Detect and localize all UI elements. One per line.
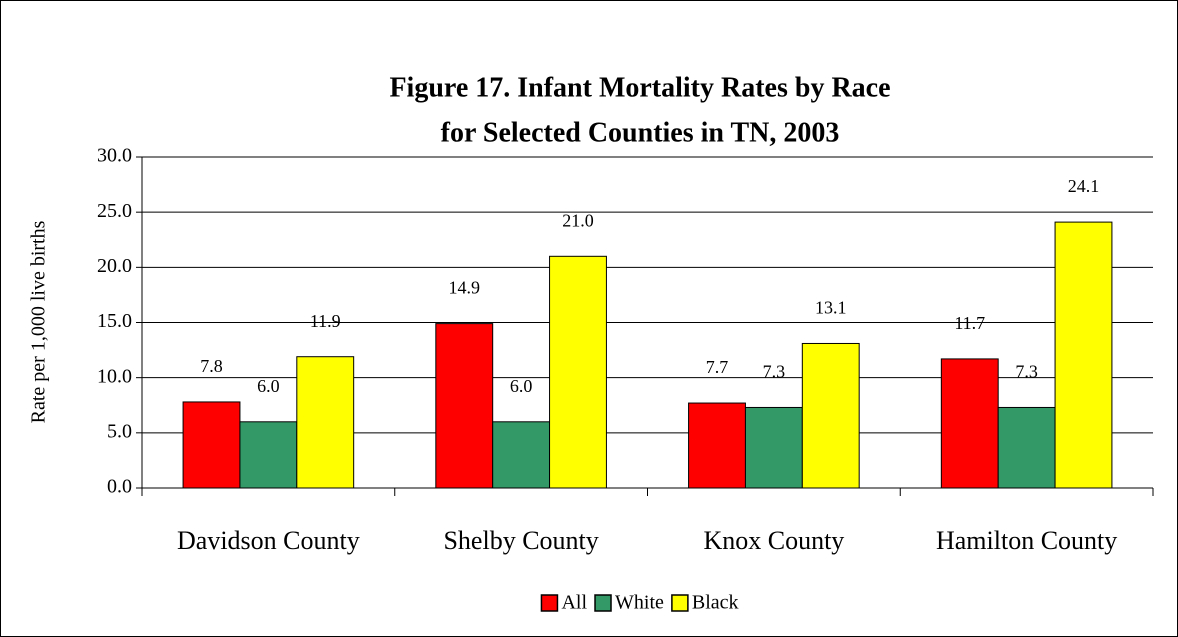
value-label: 6.0 [257, 376, 280, 396]
value-label: 21.0 [562, 210, 594, 230]
y-tick-label: 10.0 [97, 365, 132, 387]
y-tick-label: 5.0 [107, 420, 132, 442]
bar [239, 421, 298, 489]
y-tick-label: 30.0 [97, 145, 132, 167]
y-axis-label: Rate per 1,000 live births [28, 220, 50, 423]
legend-swatch [540, 594, 559, 612]
bar [688, 402, 746, 489]
bar [435, 323, 494, 489]
y-tick-label: 20.0 [97, 255, 132, 277]
x-tick-label: Knox County [703, 526, 844, 555]
value-label: 11.9 [310, 311, 341, 331]
value-label: 6.0 [510, 376, 533, 396]
legend-label: All [561, 592, 587, 614]
value-label: 7.7 [706, 357, 729, 377]
y-tick-label: 25.0 [97, 200, 132, 222]
legend-label: White [615, 592, 664, 614]
y-tick-label: 15.0 [97, 310, 132, 332]
legend-swatch [671, 594, 689, 612]
bar [744, 406, 803, 489]
y-tick-label: 0.0 [107, 476, 132, 498]
bar [492, 421, 551, 489]
bar [1054, 221, 1113, 489]
bar [940, 358, 999, 489]
x-tick-label: Davidson County [177, 526, 360, 555]
bar [182, 401, 241, 489]
value-label: 24.1 [1068, 176, 1100, 196]
chart-title: Figure 17. Infant Mortality Rates by Rac… [389, 72, 890, 103]
x-tick-label: Hamilton County [936, 526, 1117, 555]
legend-swatch [594, 594, 612, 612]
value-label: 11.7 [954, 313, 985, 333]
bar [801, 342, 860, 489]
value-label: 7.3 [763, 362, 786, 382]
bar [549, 255, 607, 489]
value-label: 7.3 [1015, 362, 1038, 382]
value-label: 7.8 [200, 356, 223, 376]
bar [296, 356, 355, 489]
chart-title: for Selected Counties in TN, 2003 [441, 117, 840, 148]
legend-label: Black [692, 592, 739, 614]
x-tick-label: Shelby County [443, 526, 598, 555]
value-label: 14.9 [449, 278, 481, 298]
value-label: 13.1 [815, 298, 847, 318]
bar [997, 406, 1056, 489]
